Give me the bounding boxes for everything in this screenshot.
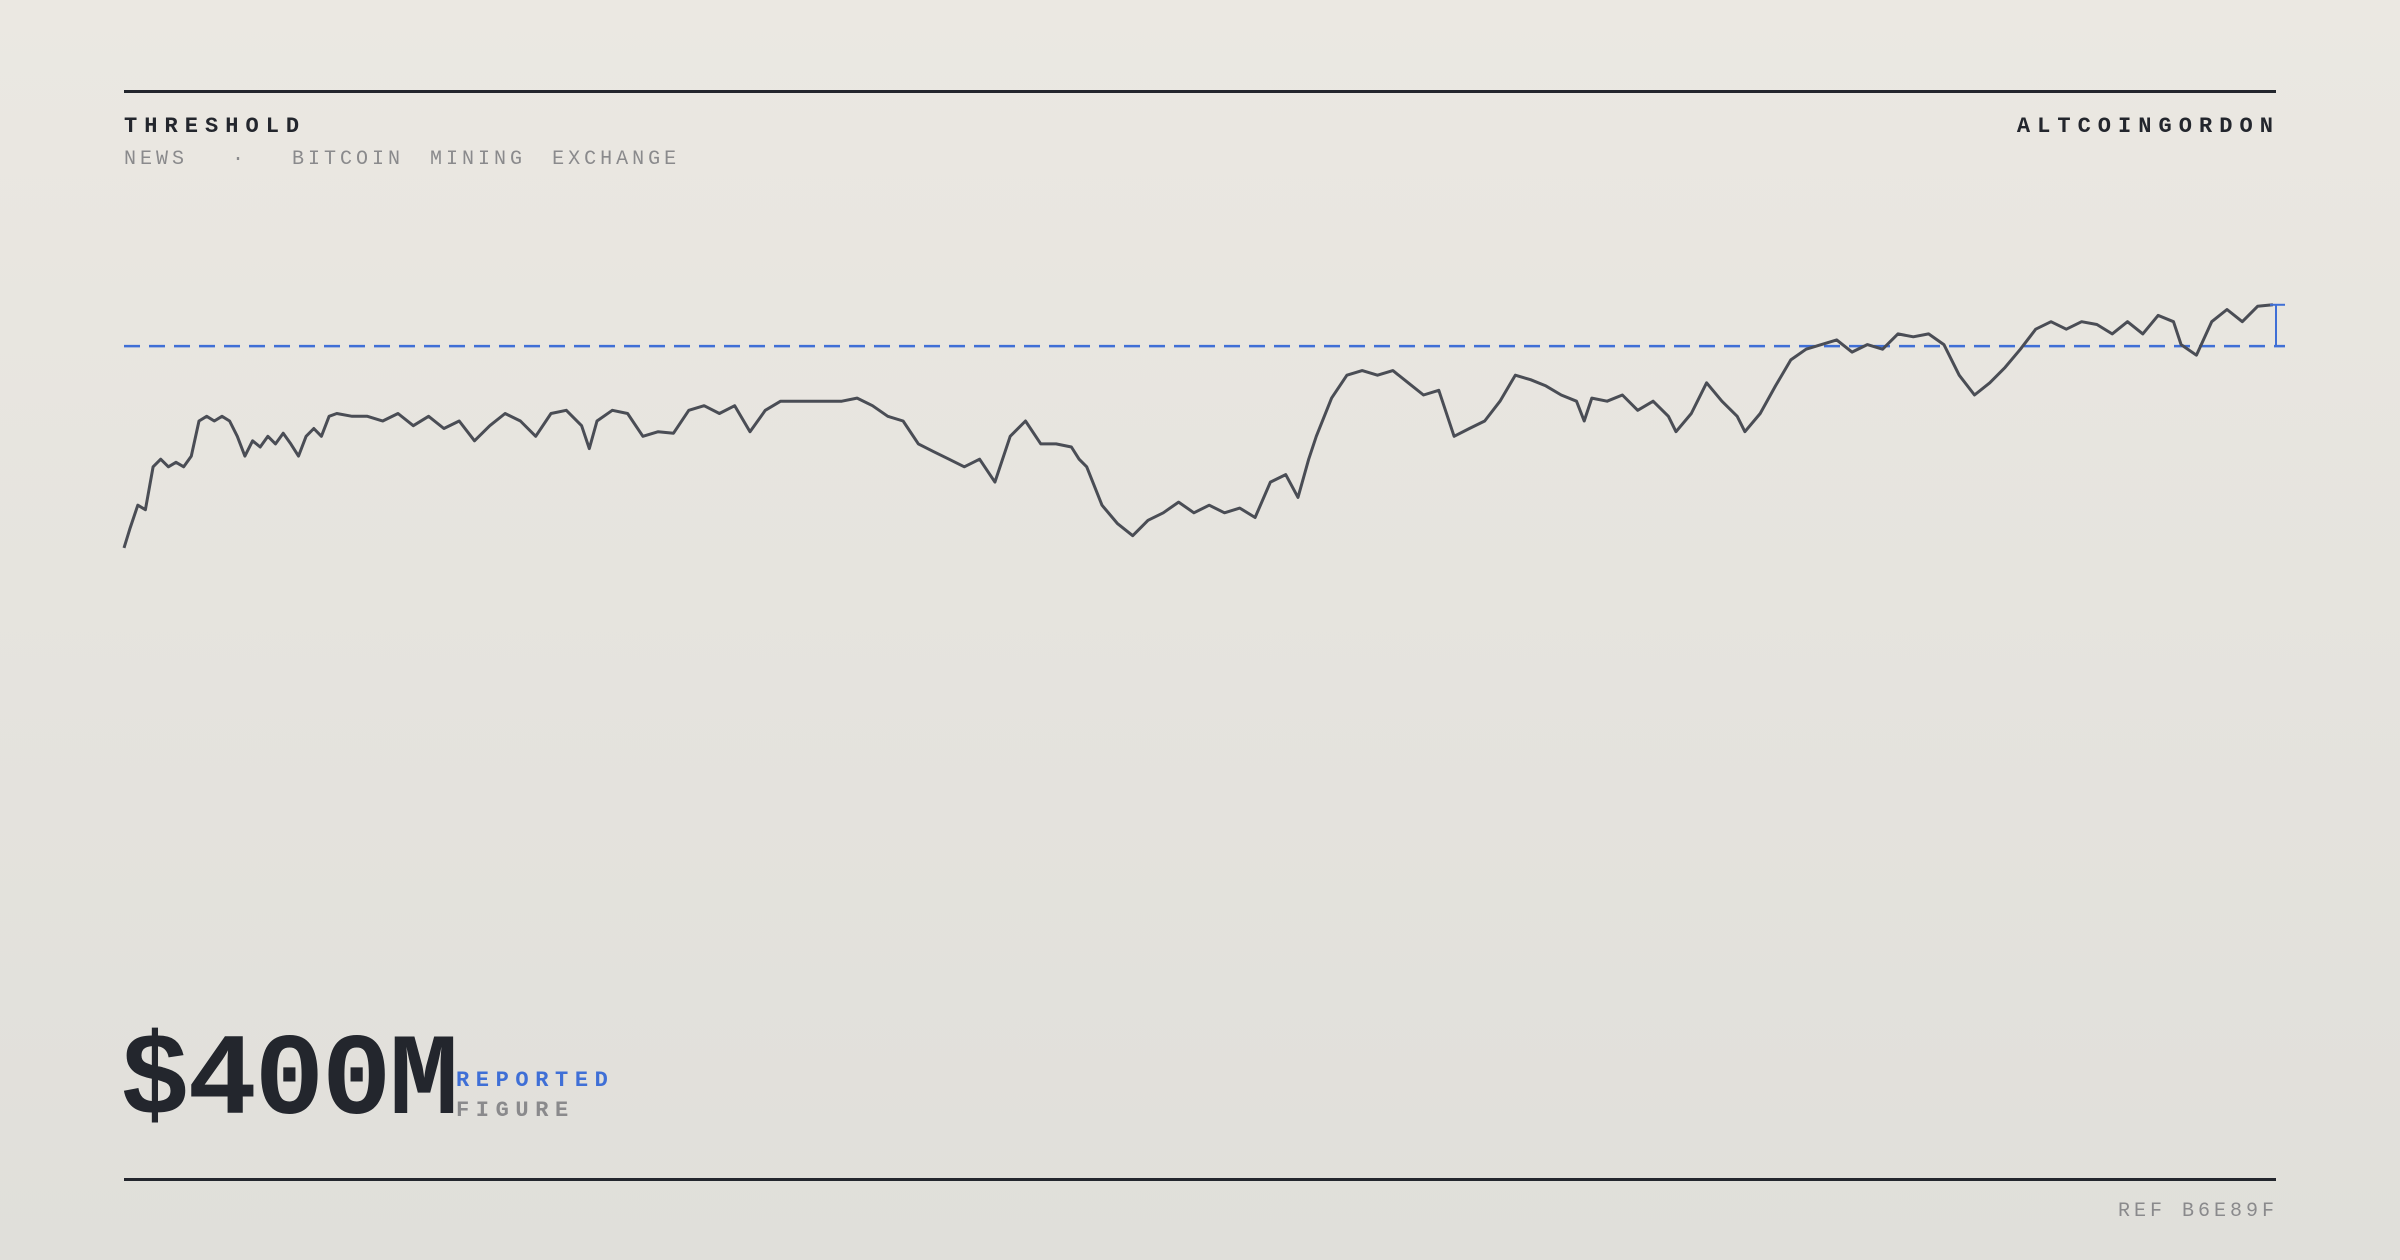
nav-item[interactable]: EXCHANGE: [552, 148, 681, 171]
nav-item[interactable]: NEWS: [124, 148, 189, 171]
reference: REF B6E89F: [2117, 1200, 2278, 1223]
brand: THRESHOLD: [124, 114, 307, 139]
nav-separator: ·: [232, 148, 249, 171]
site-name: ALTCOINGORDON: [2016, 114, 2280, 139]
figure-label: REPORTED: [456, 1068, 615, 1093]
price-line: [122, 303, 2274, 549]
nav-item[interactable]: BITCOIN: [292, 148, 405, 171]
figure-value: $400M: [120, 1016, 459, 1148]
bottom-rule: [124, 1178, 2276, 1181]
top-rule: [124, 90, 2276, 93]
nav: NEWS · BITCOIN MINING EXCHANGE: [124, 148, 680, 171]
nav-item[interactable]: MINING: [430, 148, 527, 171]
figure-sublabel: FIGURE: [456, 1098, 575, 1123]
